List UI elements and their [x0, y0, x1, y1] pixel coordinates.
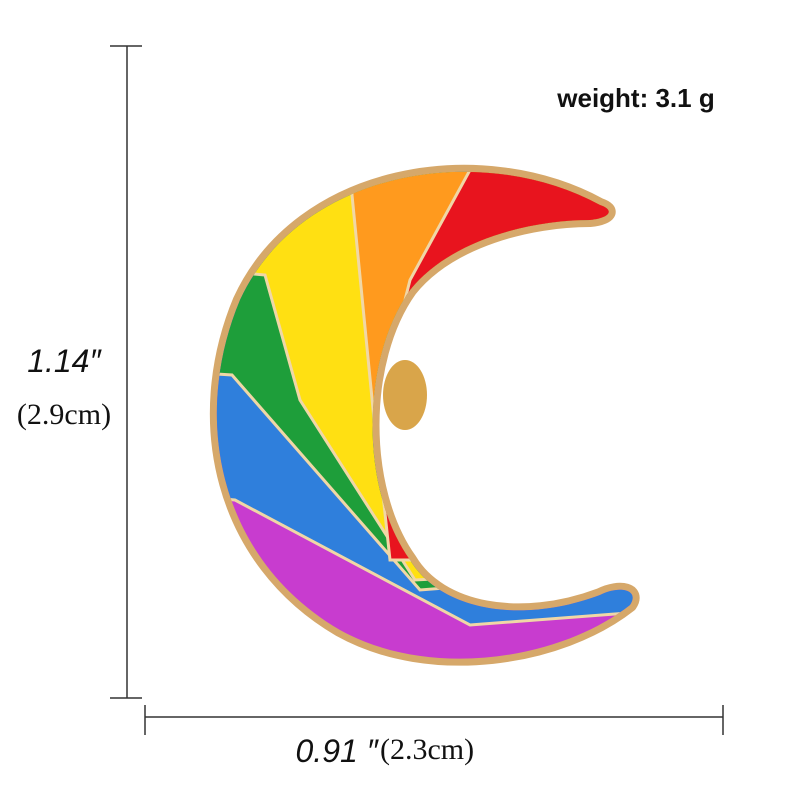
width-cm: (2.3cm): [380, 733, 474, 766]
height-inches: 1.14″: [27, 343, 102, 379]
pin-back: [383, 360, 427, 430]
height-cm: (2.9cm): [17, 398, 111, 431]
weight-label: weight: 3.1 g: [556, 83, 714, 113]
height-dimension: [110, 45, 142, 699]
width-dimension: [144, 705, 724, 735]
width-inches: 0.91 ″: [296, 733, 380, 769]
